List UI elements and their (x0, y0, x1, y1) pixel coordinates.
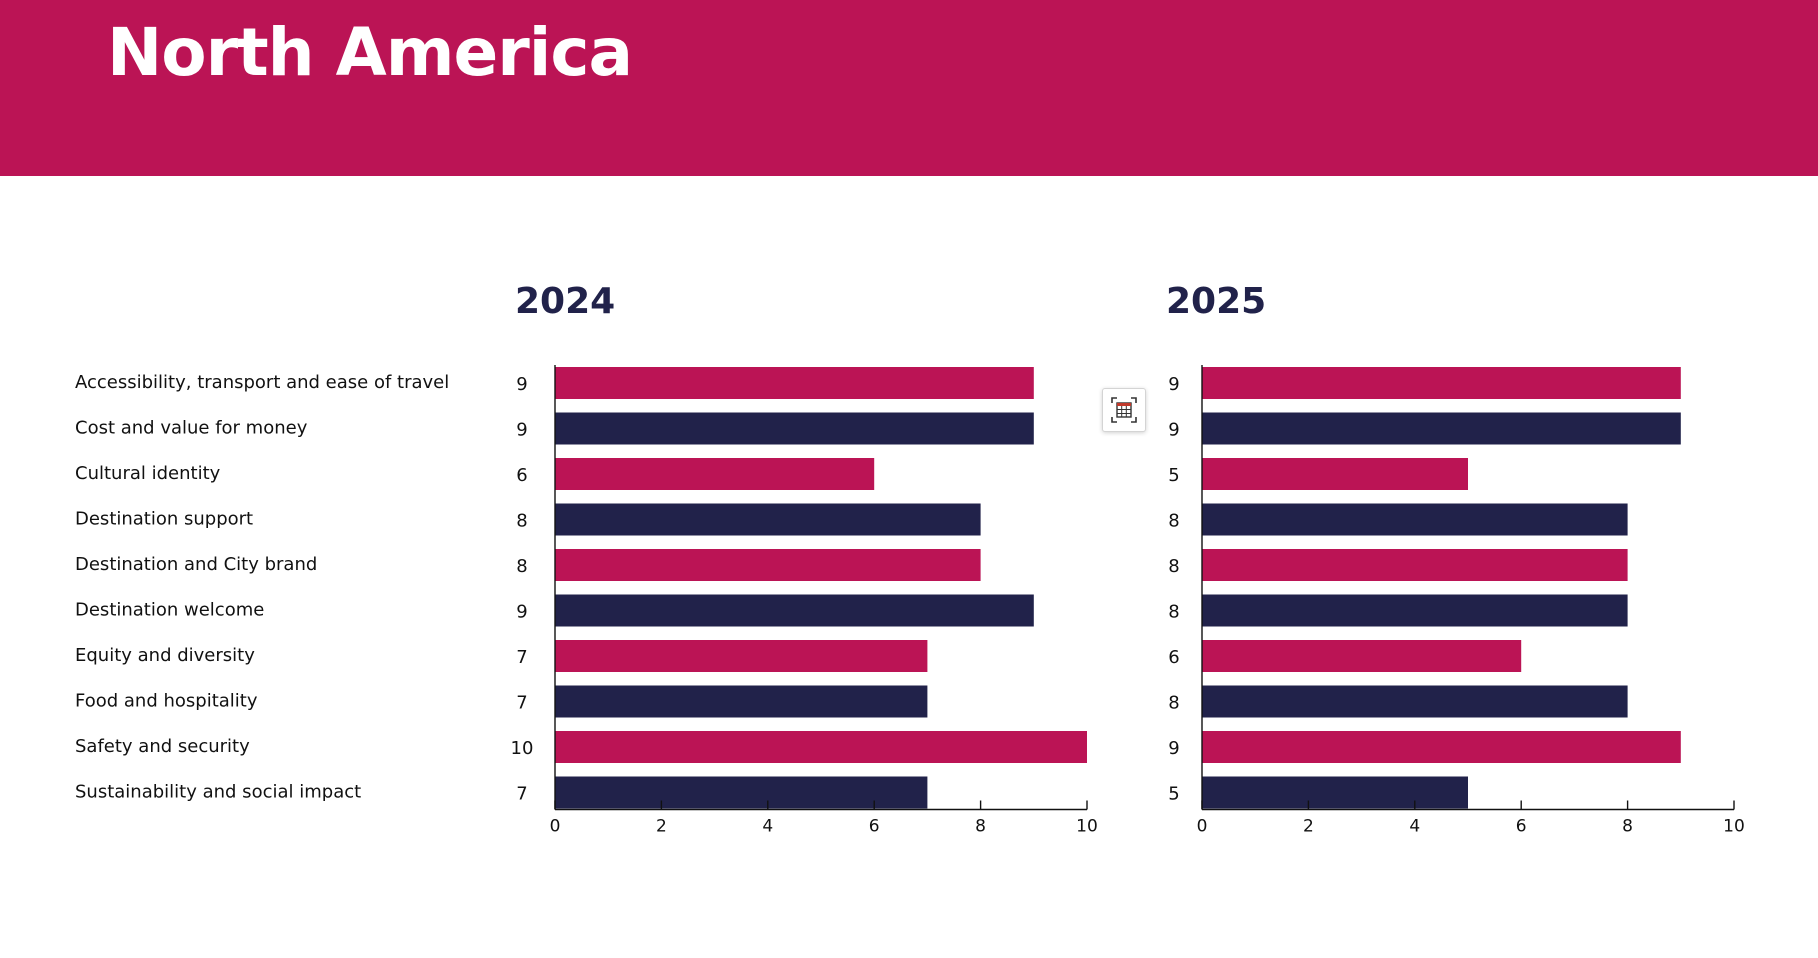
x-tick-label: 2 (1303, 817, 1314, 837)
bar-2024 (555, 776, 928, 809)
x-tick-label: 2 (656, 817, 667, 837)
bar-2024 (555, 549, 981, 581)
bar-2025 (1202, 367, 1681, 399)
bar-2024 (555, 458, 875, 490)
bar-2024 (555, 367, 1034, 399)
value-label: 8 (1168, 693, 1179, 714)
value-label: 6 (1168, 647, 1179, 668)
bar-2025 (1202, 685, 1628, 718)
bar-2024 (555, 412, 1034, 445)
header-banner: North America (0, 0, 1818, 176)
category-label: Food and hospitality (75, 691, 258, 712)
category-label: Cost and value for money (75, 418, 308, 439)
category-label: Destination and City brand (75, 554, 317, 575)
bar-2025 (1202, 412, 1681, 445)
value-label: 9 (1168, 738, 1179, 759)
chart-title-2025: 2025 (1166, 281, 1266, 322)
bar-2025 (1202, 776, 1468, 809)
value-label: 9 (516, 374, 527, 395)
x-tick-label: 4 (762, 817, 773, 837)
category-label: Destination support (75, 509, 253, 530)
value-label: 8 (516, 556, 527, 577)
value-label: 7 (516, 784, 527, 805)
x-tick-label: 10 (1076, 817, 1098, 837)
value-label: 10 (511, 738, 534, 759)
value-label: 9 (1168, 420, 1179, 441)
category-label: Destination welcome (75, 600, 264, 621)
value-label: 8 (516, 511, 527, 532)
x-tick-label: 6 (869, 817, 880, 837)
value-label: 7 (516, 647, 527, 668)
value-label: 8 (1168, 556, 1179, 577)
bar-2024 (555, 640, 928, 672)
value-label: 9 (516, 420, 527, 441)
value-label: 7 (516, 693, 527, 714)
bar-2025 (1202, 549, 1628, 581)
bar-2024 (555, 685, 928, 718)
table-view-icon (1111, 397, 1137, 423)
bar-2024 (555, 594, 1034, 627)
value-label: 5 (1168, 784, 1179, 805)
value-label: 8 (1168, 602, 1179, 623)
x-tick-label: 8 (975, 817, 986, 837)
x-tick-label: 0 (550, 817, 561, 837)
x-tick-label: 6 (1516, 817, 1527, 837)
value-label: 9 (516, 602, 527, 623)
bar-2025 (1202, 458, 1468, 490)
bar-2025 (1202, 731, 1681, 763)
category-label: Sustainability and social impact (75, 782, 361, 803)
x-tick-label: 8 (1622, 817, 1633, 837)
bar-2025 (1202, 503, 1628, 536)
category-label: Accessibility, transport and ease of tra… (75, 372, 449, 393)
x-tick-label: 10 (1723, 817, 1745, 837)
bar-2025 (1202, 640, 1522, 672)
value-label: 6 (516, 465, 527, 486)
value-label: 9 (1168, 374, 1179, 395)
value-label: 8 (1168, 511, 1179, 532)
value-label: 5 (1168, 465, 1179, 486)
x-tick-label: 4 (1409, 817, 1420, 837)
x-tick-label: 0 (1197, 817, 1208, 837)
category-label: Equity and diversity (75, 645, 255, 666)
page-title: North America (107, 14, 633, 91)
chart-title-2024: 2024 (515, 281, 615, 322)
category-label: Safety and security (75, 736, 250, 757)
bar-2024 (555, 731, 1087, 763)
category-label: Cultural identity (75, 463, 221, 484)
table-view-button[interactable] (1102, 388, 1146, 432)
bar-2024 (555, 503, 981, 536)
bar-2025 (1202, 594, 1628, 627)
